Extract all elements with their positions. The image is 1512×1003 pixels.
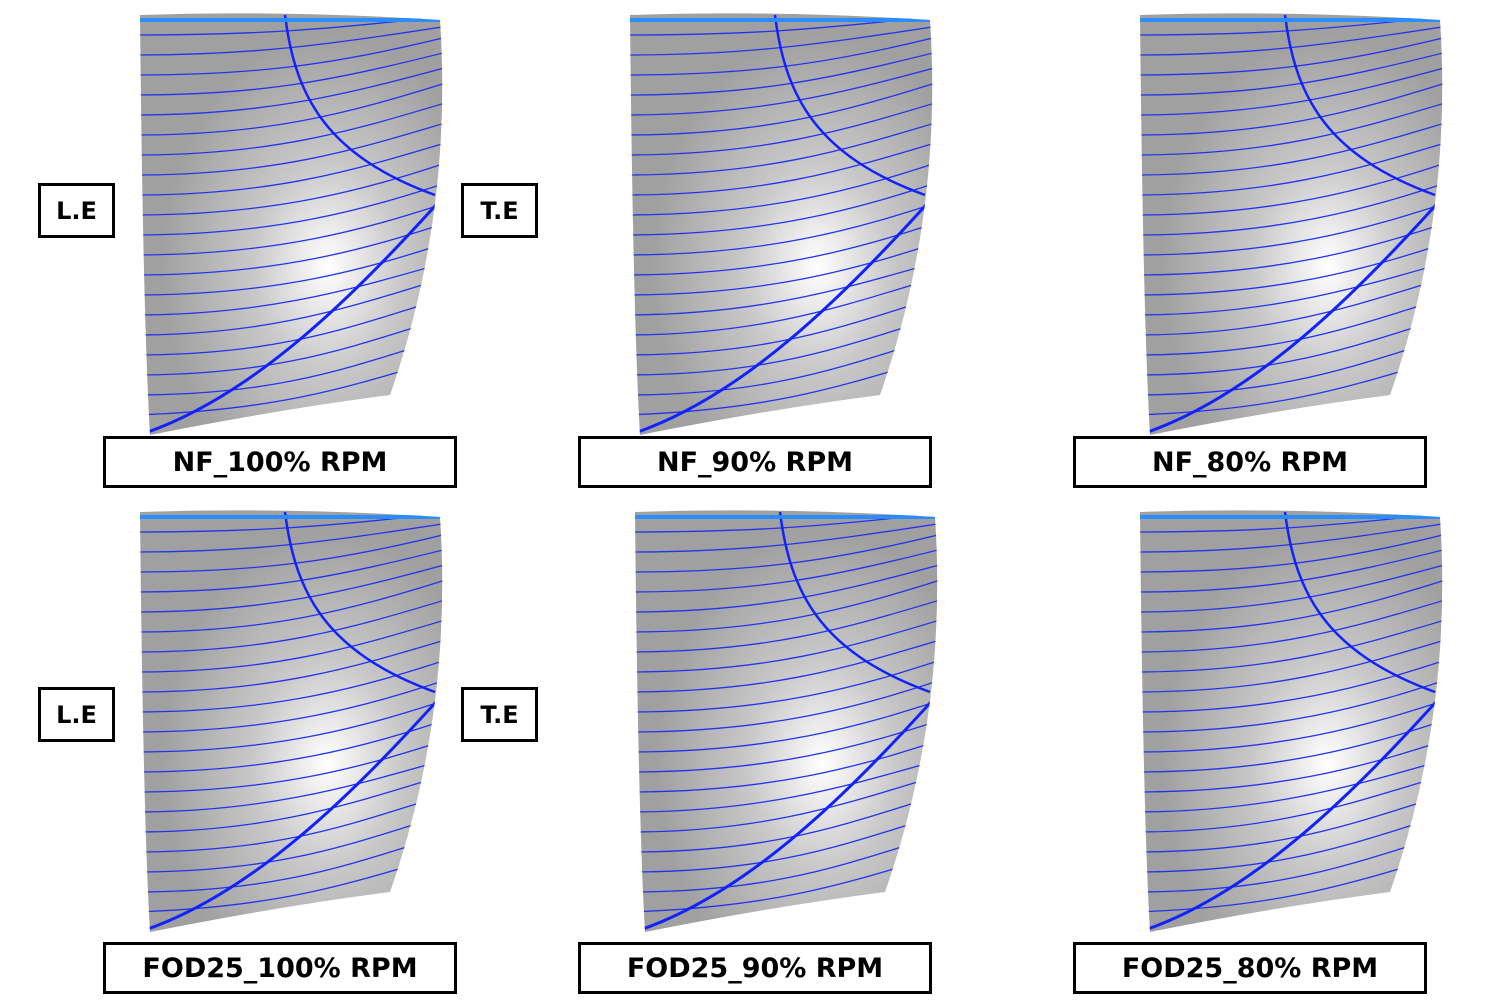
panel-label: NF_80% RPM	[1073, 436, 1427, 488]
trailing-edge-label: T.E	[461, 183, 538, 238]
leading-edge-label: L.E	[38, 183, 115, 238]
panel-label: FOD25_100% RPM	[103, 942, 457, 994]
panel-label: NF_100% RPM	[103, 436, 457, 488]
blade	[625, 13, 945, 435]
blade	[135, 510, 455, 932]
blade	[1135, 13, 1455, 435]
blade	[135, 13, 455, 435]
panel-label: FOD25_90% RPM	[578, 942, 932, 994]
blade	[1135, 510, 1455, 932]
leading-edge-label: L.E	[38, 687, 115, 742]
panel-label: NF_90% RPM	[578, 436, 932, 488]
panel-label: FOD25_80% RPM	[1073, 942, 1427, 994]
trailing-edge-label: T.E	[461, 687, 538, 742]
blade	[630, 510, 950, 932]
